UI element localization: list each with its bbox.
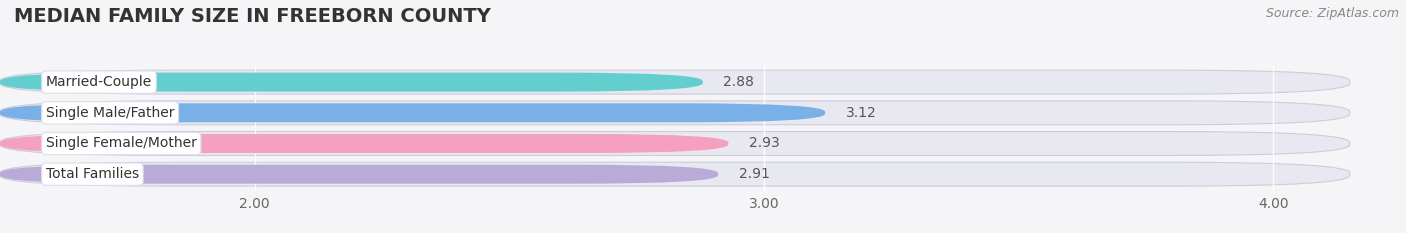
Text: 2.93: 2.93: [749, 137, 779, 151]
Text: 2.91: 2.91: [738, 167, 769, 181]
FancyBboxPatch shape: [0, 131, 1350, 155]
FancyBboxPatch shape: [0, 103, 825, 122]
Text: Single Male/Father: Single Male/Father: [46, 106, 174, 120]
Text: Total Families: Total Families: [46, 167, 139, 181]
FancyBboxPatch shape: [0, 162, 1350, 186]
Text: Single Female/Mother: Single Female/Mother: [46, 137, 197, 151]
Text: 3.12: 3.12: [845, 106, 876, 120]
Text: MEDIAN FAMILY SIZE IN FREEBORN COUNTY: MEDIAN FAMILY SIZE IN FREEBORN COUNTY: [14, 7, 491, 26]
FancyBboxPatch shape: [0, 134, 728, 153]
Text: 2.88: 2.88: [723, 75, 754, 89]
FancyBboxPatch shape: [0, 70, 1350, 94]
FancyBboxPatch shape: [0, 73, 703, 92]
Text: Source: ZipAtlas.com: Source: ZipAtlas.com: [1265, 7, 1399, 20]
FancyBboxPatch shape: [0, 101, 1350, 125]
Text: Married-Couple: Married-Couple: [46, 75, 152, 89]
FancyBboxPatch shape: [0, 165, 718, 184]
